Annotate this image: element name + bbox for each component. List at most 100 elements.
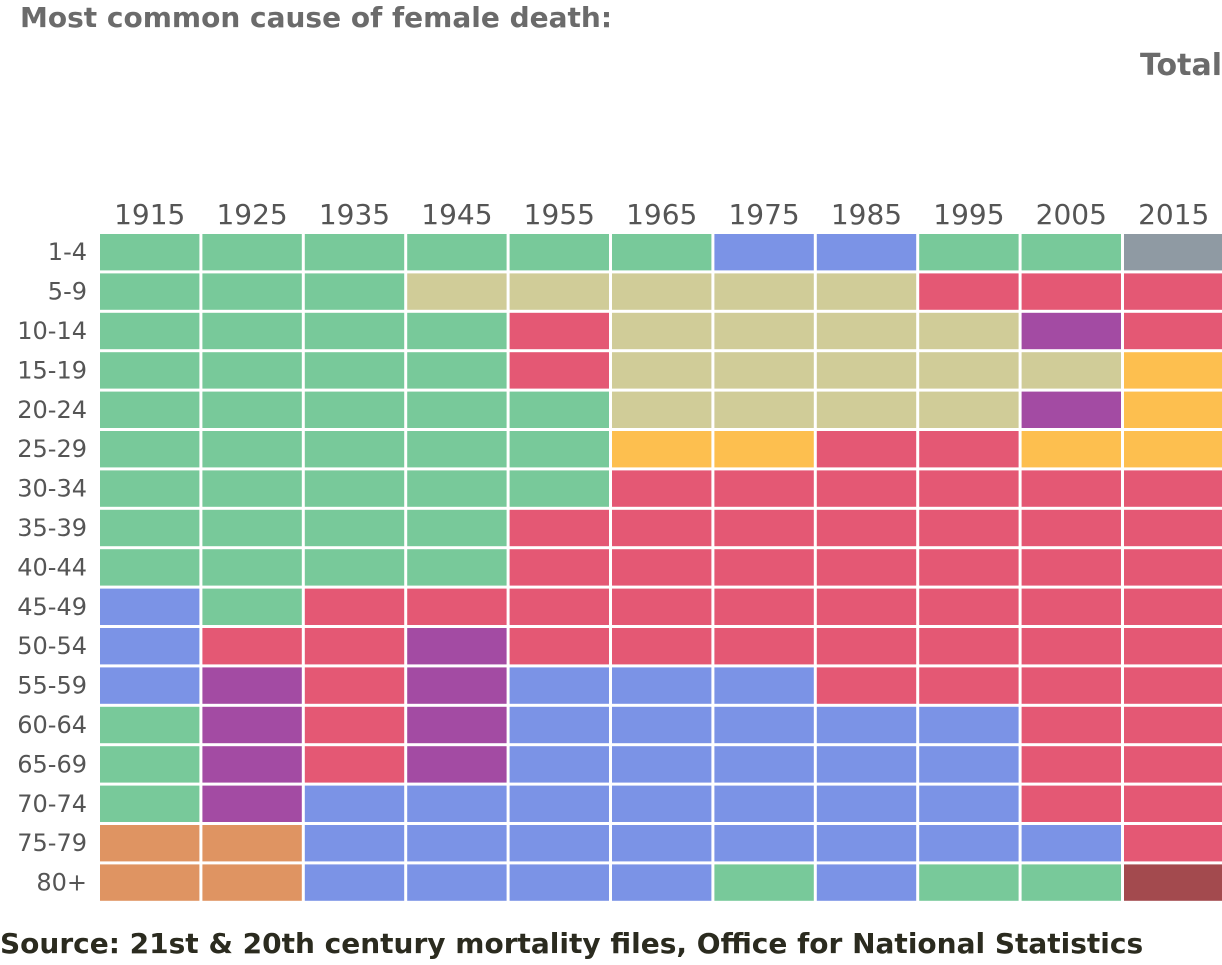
heatmap-cell-40-44-1955 [509, 549, 609, 586]
heatmap-cell-75-79-1995 [919, 825, 1019, 862]
heatmap-cell-75-79-1925 [202, 825, 302, 862]
heatmap-cell-40-44-1945 [407, 549, 507, 586]
heatmap-cell-1-4-2015 [1124, 234, 1222, 271]
heatmap-cell-70-74-1965 [612, 785, 712, 822]
heatmap-cell-5-9-2005 [1021, 273, 1121, 310]
heatmap-cell-40-44-1925 [202, 549, 302, 586]
heatmap-cell-1-4-1915 [100, 234, 200, 271]
heatmap-cell-60-64-1945 [407, 706, 507, 744]
heatmap-cell-10-14-1935 [304, 312, 405, 350]
heatmap-cell-35-39-2015 [1124, 509, 1222, 547]
heatmap-cell-55-59-1985 [816, 667, 917, 704]
heatmap-cell-45-49-1925 [202, 588, 302, 625]
heatmap-cell-75-79-1915 [100, 825, 200, 862]
heatmap-cell-60-64-1995 [919, 706, 1019, 744]
heatmap-cell-55-59-1945 [407, 667, 507, 704]
heatmap-cell-65-69-1945 [407, 746, 507, 783]
heatmap-cell-25-29-1995 [919, 431, 1019, 468]
heatmap-cell-15-19-1955 [509, 352, 609, 389]
heatmap-cell-35-39-1955 [509, 509, 609, 547]
column-label-1995: 1995 [933, 198, 1004, 231]
heatmap-cell-65-69-1995 [919, 746, 1019, 783]
row-label-30-34: 30-34 [17, 475, 87, 503]
heatmap-cell-45-49-2015 [1124, 588, 1222, 625]
heatmap-cell-5-9-1915 [100, 273, 200, 310]
heatmap-cell-40-44-1965 [612, 549, 712, 586]
heatmap-cell-20-24-1935 [304, 391, 405, 428]
heatmap-cell-10-14-2015 [1124, 312, 1222, 350]
heatmap-cell-50-54-1995 [919, 628, 1019, 665]
heatmap-cell-25-29-1935 [304, 431, 405, 468]
heatmap-cell-10-14-1915 [100, 312, 200, 350]
heatmap-cell-60-64-1985 [816, 706, 917, 744]
row-label-10-14: 10-14 [17, 317, 87, 345]
column-label-1915: 1915 [114, 198, 185, 231]
column-label-1985: 1985 [831, 198, 902, 231]
heatmap-cell-60-64-2005 [1021, 706, 1121, 744]
row-label-55-59: 55-59 [17, 672, 87, 700]
heatmap-cell-60-64-1955 [509, 706, 609, 744]
heatmap-cell-50-54-2015 [1124, 628, 1222, 665]
heatmap-cell-65-69-2005 [1021, 746, 1121, 783]
heatmap-cell-30-34-1935 [304, 470, 405, 507]
row-label-45-49: 45-49 [17, 593, 87, 621]
heatmap-cell-5-9-1995 [919, 273, 1019, 310]
heatmap-cell-50-54-1965 [612, 628, 712, 665]
heatmap-cell-25-29-2015 [1124, 431, 1222, 468]
heatmap-cell-65-69-1925 [202, 746, 302, 783]
heatmap-cell-1-4-2005 [1021, 234, 1121, 271]
heatmap-cell-65-69-1975 [714, 746, 814, 783]
heatmap-cell-30-34-1985 [816, 470, 917, 507]
heatmap-cell-50-54-1935 [304, 628, 405, 665]
heatmap-cell-60-64-1975 [714, 706, 814, 744]
heatmap-cell-35-39-1945 [407, 509, 507, 547]
heatmap-cell-40-44-1915 [100, 549, 200, 586]
heatmap-cell-30-34-1955 [509, 470, 609, 507]
heatmap-cell-35-39-1915 [100, 509, 200, 547]
column-label-1935: 1935 [319, 198, 390, 231]
heatmap-cell-70-74-1925 [202, 785, 302, 822]
heatmap-cell-15-19-1985 [816, 352, 917, 389]
heatmap-cell-15-19-1935 [304, 352, 405, 389]
heatmap-cell-10-14-1965 [612, 312, 712, 350]
heatmap-cell-45-49-1945 [407, 588, 507, 625]
heatmap-cell-55-59-2005 [1021, 667, 1121, 704]
row-label-75-79: 75-79 [17, 829, 87, 857]
heatmap-cell-45-49-2005 [1021, 588, 1121, 625]
heatmap-cell-80+-1955 [509, 864, 609, 901]
column-label-2015: 2015 [1138, 198, 1209, 231]
heatmap-cell-10-14-1985 [816, 312, 917, 350]
heatmap-cell-5-9-1975 [714, 273, 814, 310]
heatmap-cell-70-74-1975 [714, 785, 814, 822]
heatmap-cell-80+-1975 [714, 864, 814, 901]
row-label-15-19: 15-19 [17, 356, 87, 384]
heatmap-cell-40-44-1935 [304, 549, 405, 586]
heatmap-cell-15-19-1965 [612, 352, 712, 389]
heatmap-cell-70-74-1915 [100, 785, 200, 822]
heatmap-cell-15-19-1975 [714, 352, 814, 389]
heatmap-cell-65-69-1935 [304, 746, 405, 783]
heatmap-cell-20-24-2005 [1021, 391, 1121, 428]
chart-title: Most common cause of female death: [20, 1, 613, 34]
row-label-65-69: 65-69 [17, 750, 87, 778]
heatmap-cell-35-39-1965 [612, 509, 712, 547]
heatmap-cell-55-59-1975 [714, 667, 814, 704]
heatmap-cell-20-24-1945 [407, 391, 507, 428]
heatmap-cell-70-74-1945 [407, 785, 507, 822]
heatmap-cell-75-79-1975 [714, 825, 814, 862]
heatmap-cell-70-74-1985 [816, 785, 917, 822]
heatmap-cell-1-4-1985 [816, 234, 917, 271]
column-label-1925: 1925 [216, 198, 287, 231]
heatmap-cell-50-54-1985 [816, 628, 917, 665]
heatmap-cell-15-19-1945 [407, 352, 507, 389]
heatmap-cell-70-74-1935 [304, 785, 405, 822]
heatmap-cell-15-19-1925 [202, 352, 302, 389]
heatmap-cell-70-74-1955 [509, 785, 609, 822]
heatmap-cell-25-29-1965 [612, 431, 712, 468]
heatmap-cell-50-54-1975 [714, 628, 814, 665]
heatmap-cell-65-69-1955 [509, 746, 609, 783]
column-label-1945: 1945 [421, 198, 492, 231]
heatmap-cell-10-14-1925 [202, 312, 302, 350]
heatmap-cell-80+-2005 [1021, 864, 1121, 901]
heatmap-cell-55-59-1925 [202, 667, 302, 704]
